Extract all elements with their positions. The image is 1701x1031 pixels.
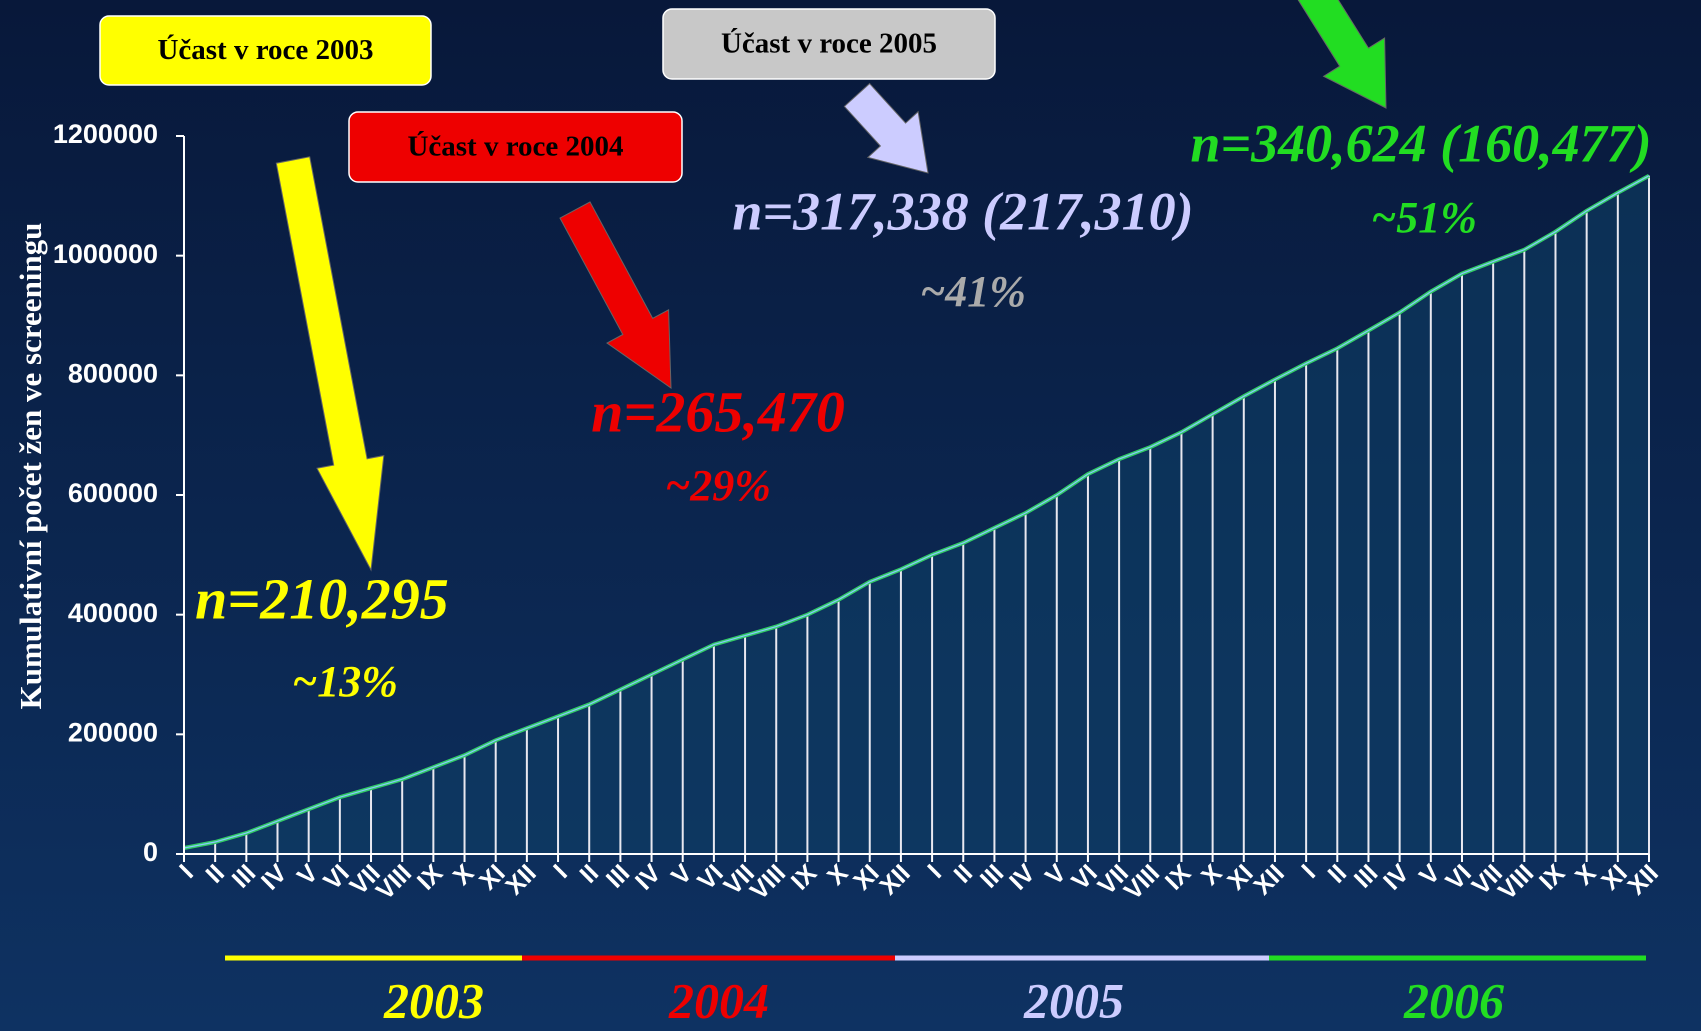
annotation: n=340,624 (160,477) bbox=[1190, 113, 1651, 173]
year-label: 2005 bbox=[1023, 972, 1124, 1028]
arrow bbox=[843, 82, 929, 174]
legend-box bbox=[662, 8, 996, 80]
annotation: n=317,338 (217,310) bbox=[732, 181, 1193, 241]
y-tick-label: 1000000 bbox=[53, 239, 158, 269]
annotation: ~51% bbox=[1371, 193, 1477, 242]
annotation: n=265,470 bbox=[591, 379, 845, 444]
year-label: 2006 bbox=[1403, 972, 1504, 1028]
y-tick-label: 600000 bbox=[68, 478, 158, 508]
arrow bbox=[1297, 0, 1387, 109]
y-tick-label: 800000 bbox=[68, 358, 158, 388]
box-label: Účast v roce 2003 bbox=[157, 33, 373, 66]
y-tick-label: 1200000 bbox=[53, 119, 158, 149]
annotation: ~41% bbox=[920, 267, 1026, 316]
box-label: Účast v roce 2005 bbox=[721, 27, 937, 60]
y-axis-label: Kumulativní počet žen ve screeningu bbox=[13, 223, 48, 710]
line-highlight bbox=[183, 175, 1650, 849]
y-tick-label: 400000 bbox=[68, 598, 158, 628]
annotation: ~13% bbox=[292, 657, 398, 706]
arrow bbox=[275, 156, 385, 572]
annotation: n=210,295 bbox=[195, 566, 449, 631]
box-label: Účast v roce 2004 bbox=[407, 130, 623, 163]
legend-box bbox=[348, 111, 683, 183]
legend-box bbox=[99, 15, 432, 86]
area bbox=[184, 175, 1649, 854]
annotation: ~29% bbox=[665, 461, 771, 510]
year-label: 2004 bbox=[668, 972, 769, 1028]
y-tick-label: 200000 bbox=[68, 717, 158, 747]
y-tick-label: 0 bbox=[143, 837, 158, 867]
arrow bbox=[559, 201, 672, 389]
year-label: 2003 bbox=[383, 972, 484, 1028]
